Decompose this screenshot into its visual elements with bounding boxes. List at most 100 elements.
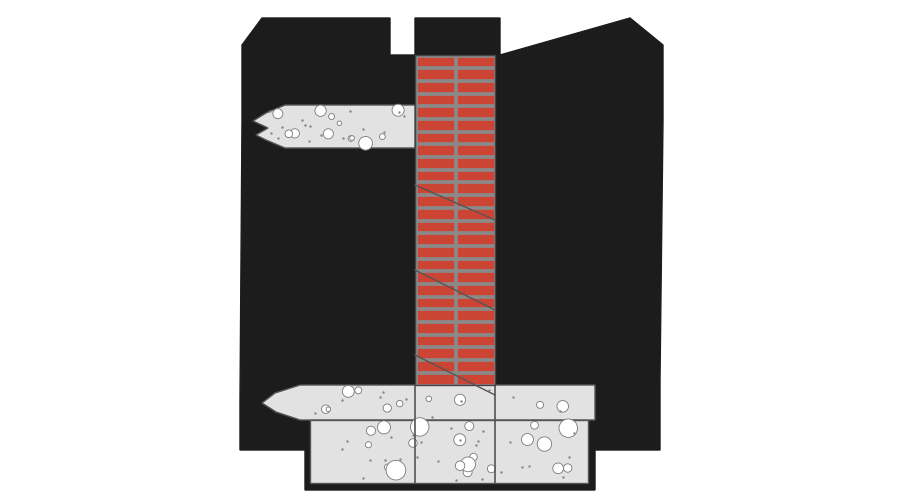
Circle shape: [563, 464, 572, 472]
Circle shape: [383, 404, 392, 412]
Circle shape: [464, 422, 473, 430]
Circle shape: [328, 113, 335, 119]
Bar: [417, 310, 454, 320]
Bar: [456, 145, 493, 155]
Circle shape: [531, 421, 538, 429]
Bar: [456, 374, 493, 384]
Circle shape: [455, 461, 464, 471]
Bar: [417, 107, 454, 117]
Circle shape: [557, 401, 569, 412]
Circle shape: [365, 442, 372, 448]
Circle shape: [359, 137, 373, 150]
Bar: [456, 298, 493, 307]
Bar: [456, 82, 493, 92]
Circle shape: [338, 121, 342, 125]
Bar: [415, 55, 495, 385]
Circle shape: [410, 418, 429, 436]
Bar: [417, 260, 454, 269]
Circle shape: [392, 104, 404, 116]
Circle shape: [559, 419, 578, 437]
Bar: [417, 272, 454, 282]
Bar: [417, 196, 454, 206]
Bar: [415, 55, 495, 385]
Circle shape: [342, 386, 355, 397]
Bar: [456, 95, 493, 104]
Circle shape: [350, 136, 355, 140]
Polygon shape: [240, 18, 663, 490]
Bar: [417, 209, 454, 219]
Circle shape: [426, 396, 431, 402]
Bar: [417, 234, 454, 244]
Bar: [456, 183, 493, 193]
Bar: [456, 158, 493, 168]
Polygon shape: [310, 420, 588, 483]
Bar: [417, 171, 454, 180]
Circle shape: [380, 134, 385, 140]
Bar: [456, 310, 493, 320]
Circle shape: [537, 437, 552, 451]
Circle shape: [553, 463, 563, 474]
Bar: [417, 95, 454, 104]
Bar: [456, 209, 493, 219]
Bar: [417, 348, 454, 358]
Bar: [456, 171, 493, 180]
Bar: [417, 221, 454, 231]
Bar: [417, 298, 454, 307]
Circle shape: [461, 457, 475, 472]
Bar: [417, 285, 454, 295]
Circle shape: [323, 129, 333, 139]
Bar: [417, 247, 454, 257]
Bar: [456, 196, 493, 206]
Bar: [456, 323, 493, 333]
Circle shape: [384, 464, 391, 470]
Circle shape: [386, 460, 406, 480]
Bar: [456, 56, 493, 66]
Polygon shape: [253, 105, 415, 148]
Bar: [456, 361, 493, 371]
Bar: [456, 107, 493, 117]
Bar: [417, 145, 454, 155]
Circle shape: [488, 465, 495, 473]
Circle shape: [355, 387, 362, 394]
Bar: [417, 69, 454, 79]
Circle shape: [454, 394, 465, 405]
Bar: [417, 183, 454, 193]
Bar: [456, 336, 493, 345]
Bar: [417, 336, 454, 345]
Bar: [456, 272, 493, 282]
Bar: [417, 120, 454, 130]
Bar: [456, 120, 493, 130]
Bar: [417, 374, 454, 384]
Bar: [456, 348, 493, 358]
Bar: [456, 69, 493, 79]
Bar: [456, 247, 493, 257]
Circle shape: [409, 439, 418, 447]
Circle shape: [326, 407, 330, 412]
Circle shape: [321, 405, 330, 413]
Bar: [417, 323, 454, 333]
Bar: [456, 234, 493, 244]
Bar: [456, 221, 493, 231]
Bar: [417, 56, 454, 66]
Circle shape: [285, 130, 292, 138]
Bar: [456, 285, 493, 295]
Bar: [456, 133, 493, 142]
Circle shape: [273, 109, 283, 118]
Polygon shape: [262, 385, 595, 420]
Circle shape: [454, 434, 465, 446]
Circle shape: [348, 136, 354, 141]
Circle shape: [470, 453, 477, 461]
Circle shape: [377, 421, 391, 434]
Bar: [417, 361, 454, 371]
Circle shape: [521, 433, 534, 446]
Bar: [417, 133, 454, 142]
Circle shape: [397, 400, 403, 407]
Circle shape: [366, 426, 375, 435]
Circle shape: [290, 129, 300, 138]
Circle shape: [464, 468, 472, 477]
Bar: [417, 158, 454, 168]
Bar: [417, 82, 454, 92]
Bar: [456, 260, 493, 269]
Circle shape: [536, 401, 544, 408]
Circle shape: [315, 105, 326, 116]
